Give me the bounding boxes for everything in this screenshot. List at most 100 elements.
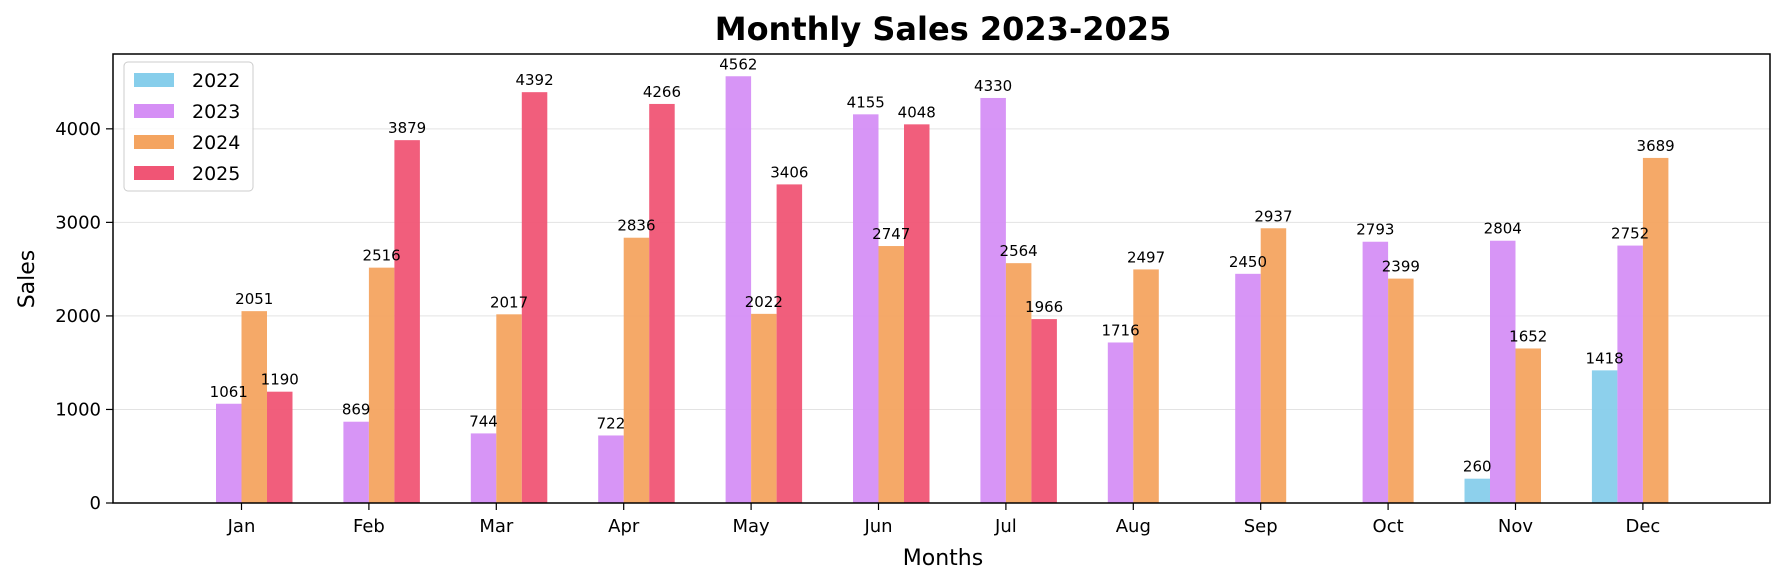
data-label: 744 [469, 412, 498, 430]
x-axis-label: Months [903, 546, 983, 571]
bar-2025-Feb [394, 140, 420, 504]
bar-2023-Dec [1617, 245, 1643, 503]
data-label: 2516 [363, 247, 401, 265]
legend-label: 2025 [192, 163, 240, 185]
bar-2024-Nov [1515, 348, 1541, 503]
legend-box [123, 61, 254, 192]
y-tick-label: 1000 [55, 399, 101, 420]
data-label: 4392 [515, 71, 553, 89]
data-label: 3689 [1637, 137, 1675, 155]
x-axis-ticks: Jan Feb Mar Apr May Jun Jul Aug Sep Oct Nov Dec [227, 503, 1660, 537]
data-labels: 260 1418 1061 869 744 722 4562 4155 4330 1716 2450… [210, 55, 1675, 475]
data-label: 4155 [847, 93, 885, 111]
bar-2024-Mar [496, 314, 522, 503]
bar-2022-Dec [1591, 370, 1618, 503]
data-label: 2450 [1229, 253, 1267, 271]
x-tick-label: Oct [1373, 516, 1404, 537]
data-label: 260 [1463, 458, 1492, 476]
data-label: 4266 [643, 83, 681, 101]
data-label: 1652 [1509, 327, 1547, 345]
bar-2024-Sep [1260, 228, 1287, 503]
bar-2022-Nov [1464, 478, 1490, 503]
y-axis-label: Sales [15, 250, 40, 309]
bar-2025-Jun [904, 124, 930, 504]
y-tick-label: 2000 [55, 306, 101, 327]
bar-2024-Feb [368, 267, 395, 503]
bar-2023-Jun [853, 114, 879, 503]
data-label: 2051 [235, 290, 273, 308]
bar-2024-May [751, 313, 777, 503]
bar-2024-Dec [1642, 157, 1669, 503]
bar-2023-Oct [1362, 241, 1389, 503]
x-tick-label: May [732, 516, 770, 537]
x-tick-label: Nov [1498, 516, 1533, 537]
data-label: 1966 [1025, 298, 1063, 316]
data-label: 722 [597, 414, 626, 432]
bar-2023-Nov [1490, 240, 1516, 503]
data-label: 2793 [1356, 221, 1394, 239]
x-tick-label: Jul [994, 516, 1017, 537]
legend-swatch [134, 73, 174, 87]
x-tick-label: Aug [1116, 516, 1151, 537]
bar-2023-Mar [470, 433, 497, 503]
data-label: 2752 [1611, 225, 1649, 243]
bar-2024-Jul [1005, 263, 1032, 503]
data-label: 2022 [745, 293, 783, 311]
data-label: 1716 [1101, 321, 1139, 339]
data-label: 1061 [210, 383, 248, 401]
y-tick-label: 3000 [55, 212, 101, 233]
data-label: 869 [342, 401, 371, 419]
data-label: 1190 [261, 371, 299, 389]
chart-title: Monthly Sales 2023-2025 [715, 10, 1172, 48]
x-tick-label: Jun [863, 516, 892, 537]
plot-area-frame [112, 53, 1771, 504]
data-label: 2399 [1382, 258, 1420, 276]
data-label: 4562 [719, 55, 757, 73]
y-tick-label: 4000 [55, 119, 101, 140]
bar-2024-Aug [1133, 269, 1159, 503]
bar-2023-Jan [216, 403, 242, 503]
bar-2023-Aug [1107, 342, 1134, 503]
legend-label: 2022 [192, 70, 240, 92]
data-label: 1418 [1586, 349, 1624, 367]
bar-2024-Oct [1388, 278, 1414, 503]
bar-2025-Apr [649, 103, 675, 504]
x-tick-label: Jan [227, 516, 256, 537]
bar-2025-May [776, 184, 803, 503]
data-label: 2836 [617, 217, 655, 235]
legend-swatch [134, 104, 174, 118]
data-label: 2804 [1484, 220, 1522, 238]
data-label: 2937 [1254, 207, 1292, 225]
legend-swatch [134, 135, 174, 149]
bar-2023-Jul [980, 97, 1006, 503]
legend: 2022 2023 2024 2025 [123, 61, 254, 192]
y-axis-ticks: 0 1000 2000 3000 4000 [55, 119, 113, 514]
bar-2025-Jul [1031, 319, 1057, 503]
data-label: 2564 [1000, 242, 1038, 260]
data-label: 2497 [1127, 248, 1165, 266]
bar-2024-Jun [878, 246, 904, 503]
legend-label: 2024 [192, 132, 240, 154]
bar-2024-Apr [623, 237, 650, 504]
bar-2023-May [725, 76, 752, 504]
bars [216, 76, 1669, 504]
bar-2024-Jan [241, 311, 267, 503]
data-label: 3406 [770, 163, 808, 181]
bar-2023-Sep [1235, 273, 1261, 503]
bar-2025-Jan [267, 391, 293, 503]
x-tick-label: Sep [1244, 516, 1278, 537]
data-label: 2747 [872, 225, 910, 243]
legend-label: 2023 [192, 101, 240, 123]
y-tick-label: 0 [90, 493, 101, 514]
x-tick-label: Apr [608, 516, 640, 537]
bar-2023-Apr [598, 435, 624, 503]
data-label: 3879 [388, 119, 426, 137]
x-tick-label: Dec [1625, 516, 1660, 537]
legend-swatch [134, 166, 174, 180]
x-tick-label: Mar [479, 516, 514, 537]
data-label: 2017 [490, 293, 528, 311]
x-tick-label: Feb [353, 516, 385, 537]
data-label: 4330 [974, 77, 1012, 95]
bar-2023-Feb [343, 421, 369, 503]
